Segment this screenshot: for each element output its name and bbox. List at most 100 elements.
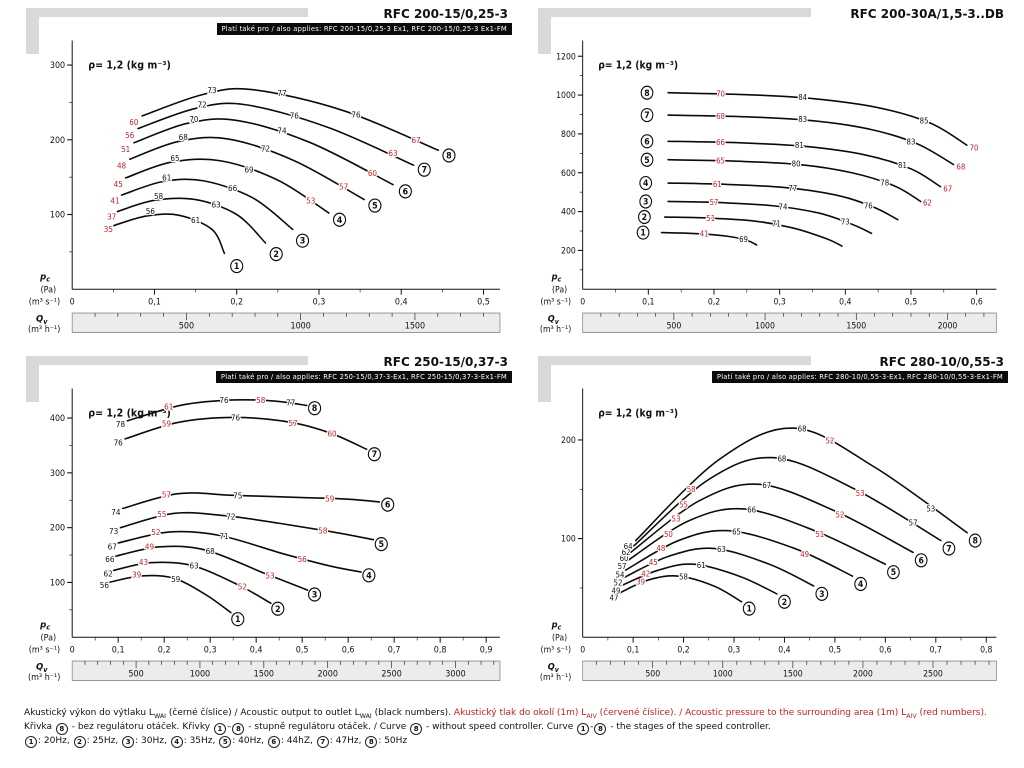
chart-subtitle: Platí také pro / also applies: RFC 200-1… [216,23,512,35]
svg-text:0,2: 0,2 [677,644,689,655]
svg-text:56: 56 [125,131,134,140]
svg-text:35: 35 [104,225,113,234]
svg-text:68: 68 [798,424,807,433]
svg-text:59: 59 [325,494,334,503]
svg-text:55: 55 [679,500,688,509]
svg-text:60: 60 [327,429,336,438]
chart-title: RFC 250-15/0,37-3 [371,354,512,370]
svg-text:53: 53 [265,571,274,580]
svg-text:74: 74 [111,508,120,517]
svg-text:70: 70 [189,115,198,124]
svg-text:400: 400 [50,413,65,423]
svg-text:pc: pc [39,620,50,631]
svg-text:72: 72 [261,144,270,153]
svg-text:66: 66 [105,555,114,564]
svg-text:53: 53 [926,504,935,513]
svg-text:Qv: Qv [36,662,48,673]
svg-text:53: 53 [672,514,681,523]
svg-text:100: 100 [561,533,576,544]
svg-text:1: 1 [640,227,646,238]
svg-text:45: 45 [114,180,123,189]
svg-text:58: 58 [679,572,688,581]
svg-text:43: 43 [139,558,148,567]
svg-text:8: 8 [446,150,452,160]
svg-text:2000: 2000 [853,668,873,679]
chart-title: RFC 200-15/0,25-3 [371,6,512,22]
svg-text:0,8: 0,8 [980,644,992,655]
svg-text:1000: 1000 [290,320,310,330]
svg-text:7: 7 [644,110,650,121]
svg-text:50: 50 [664,530,673,539]
svg-text:0: 0 [70,644,75,654]
svg-text:(m³ h⁻¹): (m³ h⁻¹) [540,324,571,335]
svg-text:0,2: 0,2 [708,296,720,307]
svg-text:76: 76 [864,201,873,210]
svg-text:68: 68 [956,162,965,171]
svg-text:53: 53 [306,196,315,205]
svg-text:63: 63 [212,200,221,209]
svg-text:56: 56 [298,555,307,564]
svg-text:48: 48 [656,544,665,553]
svg-text:0,3: 0,3 [728,644,740,655]
svg-text:63: 63 [717,545,726,554]
chart-header: RFC 200-15/0,25-3 Platí také pro / also … [26,6,512,35]
svg-text:1200: 1200 [556,51,576,62]
svg-text:2: 2 [642,212,647,223]
svg-text:2500: 2500 [923,668,943,679]
corner-shade-left [538,356,551,402]
svg-text:6: 6 [644,136,650,147]
svg-text:61: 61 [164,402,173,411]
svg-text:64: 64 [624,542,633,551]
svg-text:45: 45 [649,558,658,567]
svg-text:500: 500 [666,320,681,331]
svg-text:60: 60 [620,554,629,563]
svg-text:56: 56 [100,581,109,590]
svg-text:75: 75 [233,491,242,500]
svg-text:74: 74 [778,202,787,211]
svg-text:51: 51 [121,145,130,154]
svg-text:ρ= 1,2 (kg m⁻³): ρ= 1,2 (kg m⁻³) [598,60,678,72]
svg-text:83: 83 [798,115,807,124]
corner-shade-top [26,8,308,17]
svg-text:76: 76 [290,111,299,120]
svg-text:(m³ s⁻¹): (m³ s⁻¹) [541,644,571,655]
svg-text:65: 65 [716,156,725,165]
svg-text:0: 0 [70,296,75,306]
svg-text:57: 57 [339,182,348,191]
fan-curve-chart: 200 400 600 800 1000 1200 0,1 0,2 0,3 0,4 0,5 0,6 0 (… [540,40,997,335]
svg-text:59: 59 [171,575,180,584]
fan-curve-chart: 100 200 300 0,1 0,2 0,3 0,4 0,5 0 (m³ s⁻¹) pc(Pa) 5… [28,40,501,334]
svg-text:76: 76 [231,413,240,422]
svg-text:77: 77 [286,398,295,407]
svg-text:37: 37 [107,212,116,221]
svg-text:800: 800 [561,129,576,140]
svg-text:62: 62 [103,569,112,578]
svg-text:1500: 1500 [405,320,425,330]
svg-text:55: 55 [157,510,166,519]
svg-text:pc: pc [39,272,50,283]
svg-text:3: 3 [643,196,649,207]
svg-text:500: 500 [128,668,143,678]
svg-text:49: 49 [612,586,621,595]
svg-text:0,8: 0,8 [434,644,447,654]
svg-text:0,3: 0,3 [773,296,785,307]
svg-text:0,5: 0,5 [829,644,841,655]
svg-text:73: 73 [207,86,216,95]
svg-text:4: 4 [643,178,649,189]
svg-text:69: 69 [739,235,748,244]
svg-text:63: 63 [189,561,198,570]
svg-text:0,1: 0,1 [112,644,125,654]
svg-text:5: 5 [644,154,650,165]
svg-text:500: 500 [645,668,660,679]
chart-panel-rfc-200-15: RFC 200-15/0,25-3 Platí také pro / also … [26,6,512,352]
svg-text:59: 59 [162,419,171,428]
svg-text:72: 72 [226,512,235,521]
svg-text:57: 57 [909,518,918,527]
svg-text:52: 52 [151,528,160,537]
svg-text:0: 0 [580,296,585,307]
svg-text:76: 76 [351,110,360,119]
svg-text:81: 81 [795,141,804,150]
chart-panel-rfc-280-10: RFC 280-10/0,55-3 Platí také pro / also … [538,354,1008,700]
svg-text:4: 4 [366,570,372,580]
svg-text:(m³ s⁻¹): (m³ s⁻¹) [29,644,60,654]
